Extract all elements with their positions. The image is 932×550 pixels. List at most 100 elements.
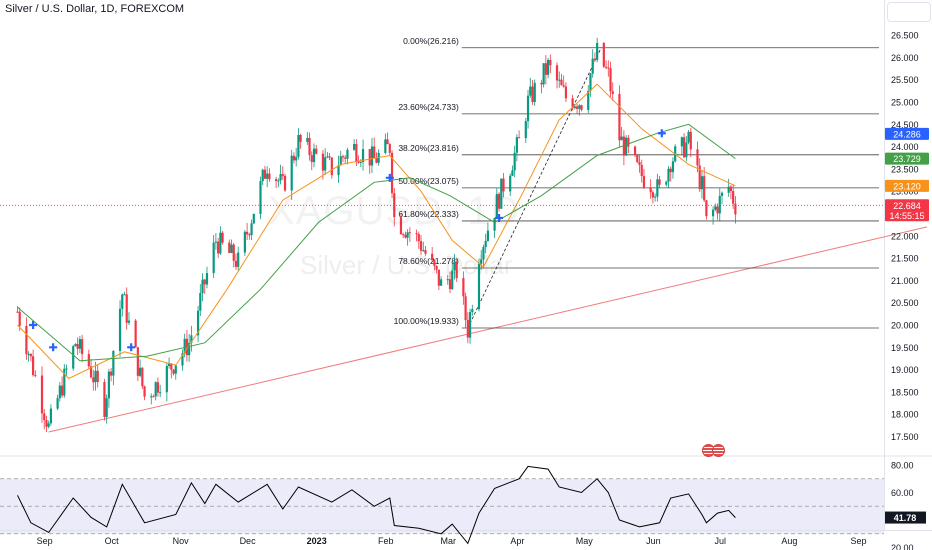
candle-body — [25, 325, 28, 355]
price-tick-label: 26.500 — [891, 31, 919, 41]
candle-body — [453, 261, 456, 271]
candle-body — [524, 121, 527, 139]
candle-body — [138, 367, 142, 376]
candle-body — [190, 335, 193, 343]
candle-body — [404, 234, 407, 238]
candle-body — [388, 144, 391, 153]
candle-body — [618, 94, 621, 141]
candle-body — [315, 148, 318, 154]
candle-body — [589, 73, 592, 91]
rsi-tick-label: 80.00 — [891, 461, 914, 471]
candle-body — [560, 79, 563, 86]
candle-body — [56, 398, 59, 409]
cross-marker-icon — [49, 343, 58, 352]
candle-body — [431, 253, 434, 261]
candle-body — [437, 269, 440, 286]
candle-body — [203, 279, 206, 285]
candle-body — [468, 312, 472, 338]
bar-countdown-label: 14:55:15 — [889, 211, 924, 221]
candle-body — [274, 179, 278, 181]
support-trendline — [48, 226, 928, 433]
candle-body — [18, 311, 21, 326]
candle-body — [393, 193, 396, 218]
candle-body — [705, 200, 708, 217]
candle-body — [497, 193, 501, 209]
time-tick-label: Aug — [781, 536, 797, 546]
price-tick-label: 20.000 — [891, 321, 919, 331]
candle-body — [649, 187, 652, 193]
fib-retracement[interactable]: 0.00%(26.216) 23.60%(24.733) 38.20%(23.816… — [394, 36, 879, 329]
last-price-label: 22.684 — [893, 201, 921, 211]
candle-body — [248, 234, 251, 236]
time-tick-label: Feb — [378, 536, 394, 546]
candle-body — [308, 137, 311, 156]
candle-body — [555, 65, 559, 81]
price-tick-label: 17.500 — [891, 432, 919, 442]
candle-body — [105, 398, 108, 417]
candle-body — [72, 346, 75, 369]
candle-body — [720, 192, 724, 196]
trendline — [48, 226, 928, 433]
candle-body — [671, 161, 675, 173]
candle-body — [729, 186, 733, 192]
candle-body — [667, 168, 670, 182]
candle-body — [448, 279, 452, 290]
candle-body — [495, 193, 498, 219]
candle-body — [344, 157, 347, 159]
candle-body — [295, 156, 298, 161]
candle-body — [328, 156, 331, 158]
candle-body — [205, 273, 209, 285]
time-axis[interactable]: Sep Oct Nov Dec 2023 Feb Mar Apr May Jun Jul Aug Sep — [37, 536, 867, 546]
price-axis[interactable]: 26.500 26.000 25.500 25.000 24.500 24.000 23.5… — [891, 31, 919, 550]
candle-body — [596, 42, 599, 60]
rsi-indicator — [17, 465, 736, 545]
ema-fast-label: 23.120 — [893, 181, 921, 191]
candle-body — [718, 195, 721, 214]
rsi-band — [0, 478, 884, 535]
candle-body — [281, 174, 284, 176]
cross-marker-badge — [885, 127, 929, 140]
candle-body — [580, 105, 583, 110]
ema-slow-label: 23.729 — [893, 154, 921, 164]
candle-body — [154, 382, 157, 397]
candle-body — [609, 68, 612, 92]
candle-body — [283, 175, 287, 191]
candle-body — [290, 155, 293, 191]
candle-body — [417, 234, 420, 242]
price-tick-label: 24.500 — [891, 120, 919, 130]
candle-body — [196, 310, 200, 336]
candle-body — [526, 95, 530, 122]
candle-body — [266, 173, 269, 179]
candle-body — [562, 85, 565, 87]
candle-body — [511, 170, 514, 176]
candle-body — [408, 232, 411, 234]
candle-body — [112, 350, 115, 376]
candle-body — [484, 240, 487, 248]
rsi-line — [17, 465, 736, 545]
candle-body — [373, 146, 376, 159]
candle-body — [502, 178, 505, 192]
candle-body — [696, 149, 699, 166]
fib-level-label: 50.00%(23.075) — [398, 176, 459, 186]
candle-body — [477, 263, 481, 310]
axis-borders — [0, 0, 932, 531]
ema-fast-line — [17, 83, 736, 380]
candle-body — [103, 382, 106, 417]
candle-body — [384, 139, 387, 153]
price-tick-label: 18.000 — [891, 410, 919, 420]
ema-fast-badge — [885, 179, 929, 192]
candle-body — [546, 59, 550, 75]
candle-body — [700, 176, 704, 190]
candle-body — [141, 367, 144, 387]
rsi-tick-label: 60.00 — [891, 488, 914, 498]
candle-body — [558, 79, 561, 81]
economic-events[interactable] — [702, 444, 725, 462]
candle-body — [529, 86, 532, 96]
candle-body — [486, 230, 490, 241]
chart-settings-button[interactable] — [887, 2, 931, 22]
candle-body — [353, 143, 356, 150]
us-flag-icon[interactable] — [712, 444, 725, 457]
candle-body — [232, 244, 235, 261]
time-tick-label: 2023 — [307, 536, 327, 546]
